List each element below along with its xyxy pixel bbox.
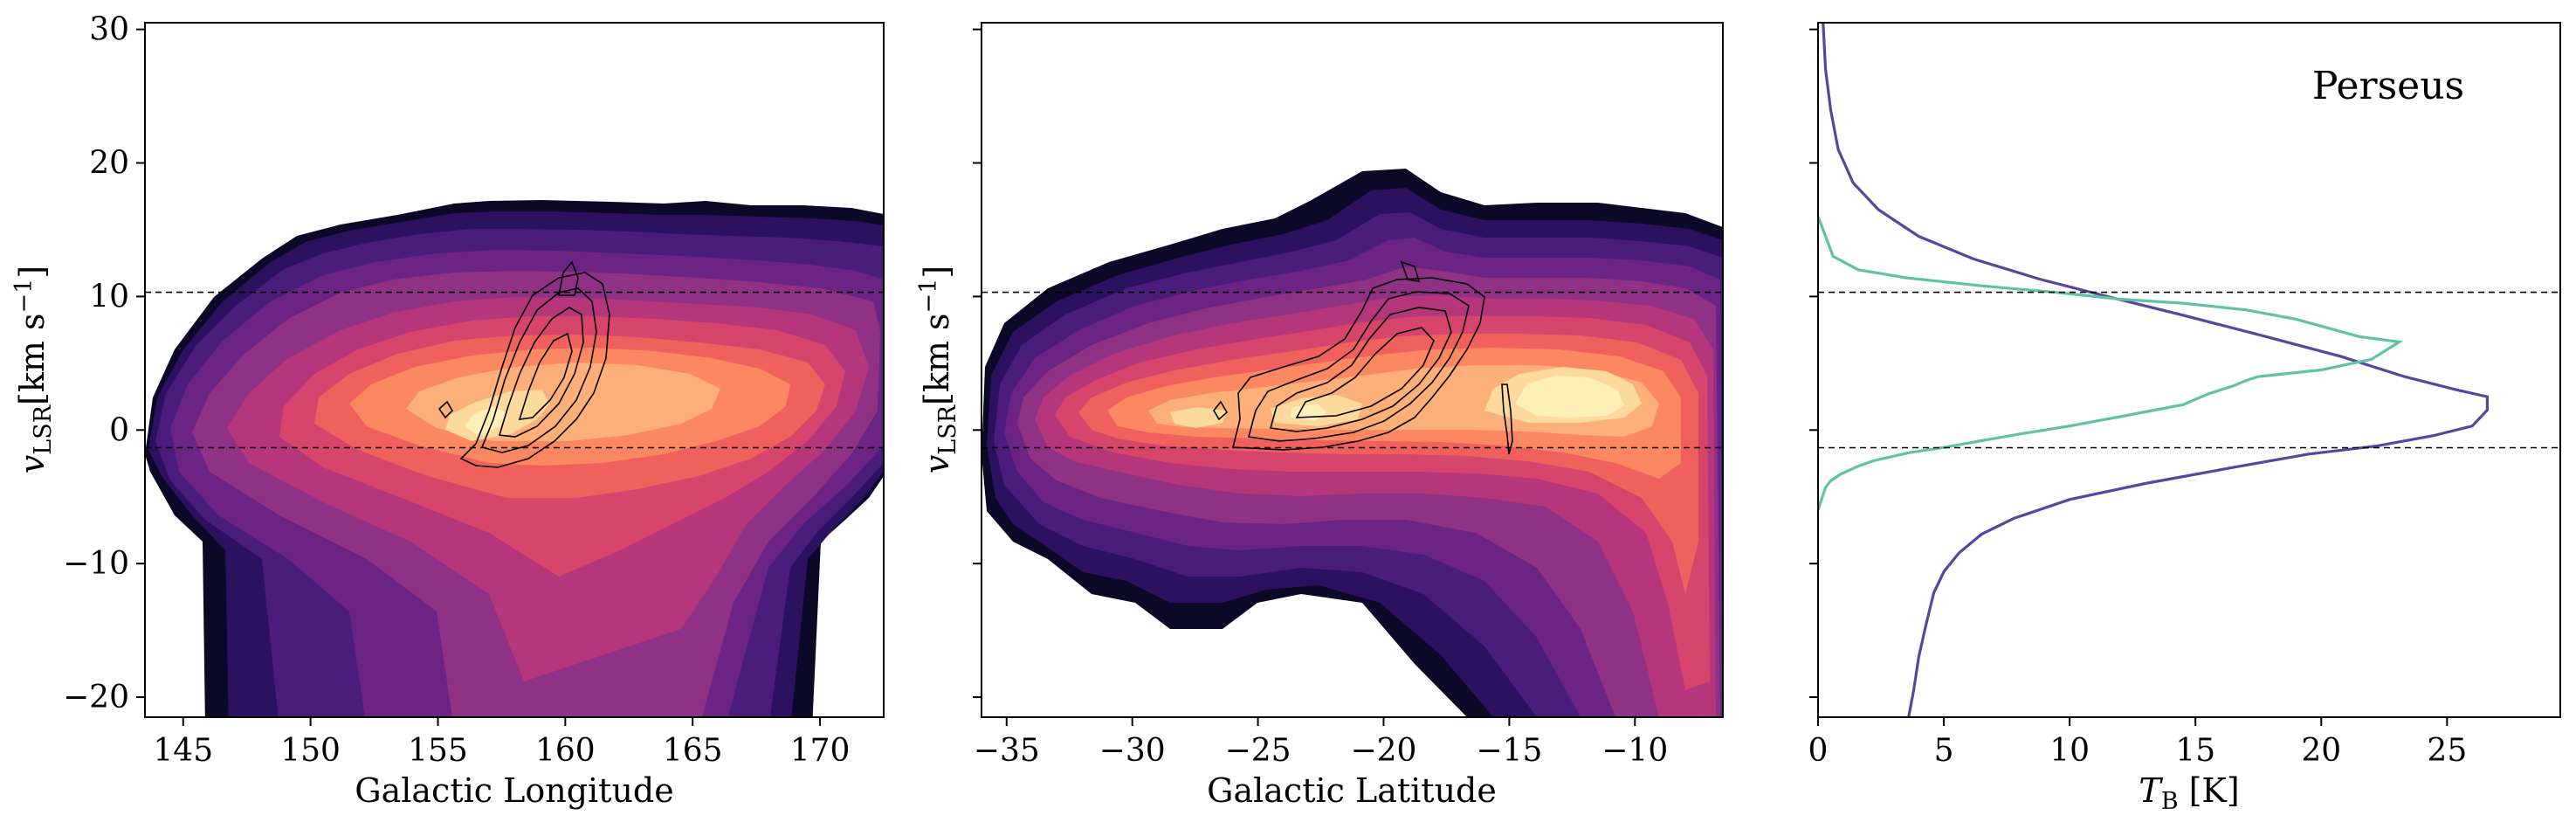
x-tick-label: −15 (1476, 733, 1542, 769)
emission-level-12 (465, 407, 506, 436)
panel-spectrum: 0 5 10 15 20 25 Perseus TB [K] (1808, 22, 2561, 815)
contour-5 (1400, 260, 1421, 282)
y-axis-label: vLSR[km s−1] (915, 266, 961, 473)
x-tick-label: 150 (280, 733, 341, 769)
x-axis-label: Galactic Latitude (1207, 771, 1497, 810)
y-tick-label: 20 (89, 146, 129, 182)
x-tick-label: 20 (2301, 733, 2341, 769)
emission-level-11 (1170, 367, 1642, 428)
x-tick-label: 5 (1934, 733, 1954, 769)
y-tick-label: 30 (89, 12, 129, 48)
contour-5 (558, 260, 579, 296)
contour-7 (1213, 400, 1229, 421)
contour-lines (1213, 260, 1513, 455)
axis-ticks: 0 5 10 15 20 25 (1808, 28, 2467, 769)
x-tick-label: 145 (153, 733, 213, 769)
x-tick-label: −10 (1601, 733, 1668, 769)
contour-2 (1247, 291, 1470, 442)
spectrum-series-1 (1822, 23, 2489, 717)
axis-ticks: 145 150 155 160 165 170 −20 −10 0 10 20 30 (63, 12, 850, 769)
x-axis-label: Galactic Longitude (355, 771, 674, 810)
pv-map-longitude (145, 200, 884, 717)
contour-lines (437, 260, 610, 468)
x-tick-label: 170 (790, 733, 851, 769)
plot-frame (144, 22, 885, 718)
x-tick-label: 0 (1808, 733, 1829, 769)
x-tick-label: −30 (1099, 733, 1166, 769)
x-tick-label: −20 (1350, 733, 1416, 769)
x-tick-label: 15 (2175, 733, 2215, 769)
contour-4 (518, 332, 573, 420)
pv-map-latitude (981, 169, 1723, 717)
contour-4 (1295, 327, 1435, 418)
emission-level-12 (1291, 376, 1624, 421)
y-axis-label: vLSR[km s−1] (10, 266, 57, 473)
x-axis-label: TB [K] (2139, 771, 2239, 815)
y-tick-label: 0 (109, 412, 129, 448)
spectrum-series-2 (1818, 216, 2404, 511)
contour-3 (498, 307, 584, 438)
contour-2 (480, 287, 597, 453)
panel-longitude-velocity: 145 150 155 160 165 170 −20 −10 0 10 20 30 Galactic… (10, 12, 885, 810)
x-tick-label: 155 (408, 733, 468, 769)
x-tick-label: −25 (1225, 733, 1291, 769)
region-annotation: Perseus (2312, 64, 2464, 108)
panel-latitude-velocity: −35 −30 −25 −20 −15 −10 Galactic Latitude vLS… (915, 22, 1724, 810)
x-tick-label: −35 (974, 733, 1040, 769)
x-tick-label: 160 (535, 733, 596, 769)
plot-frame (1817, 22, 2561, 718)
x-tick-label: 165 (663, 733, 723, 769)
contour-6 (437, 400, 454, 419)
plot-frame (981, 22, 1724, 718)
spectrum-lines (1818, 23, 2489, 717)
contour-1 (459, 272, 610, 468)
x-tick-label: 10 (2049, 733, 2090, 769)
contour-1 (1231, 277, 1485, 451)
y-tick-label: 10 (89, 279, 129, 314)
y-tick-label: −10 (63, 546, 129, 582)
x-tick-label: 25 (2427, 733, 2467, 769)
y-tick-label: −20 (63, 680, 129, 715)
contour-3 (1269, 307, 1452, 432)
axis-ticks: −35 −30 −25 −20 −15 −10 (973, 28, 1668, 769)
